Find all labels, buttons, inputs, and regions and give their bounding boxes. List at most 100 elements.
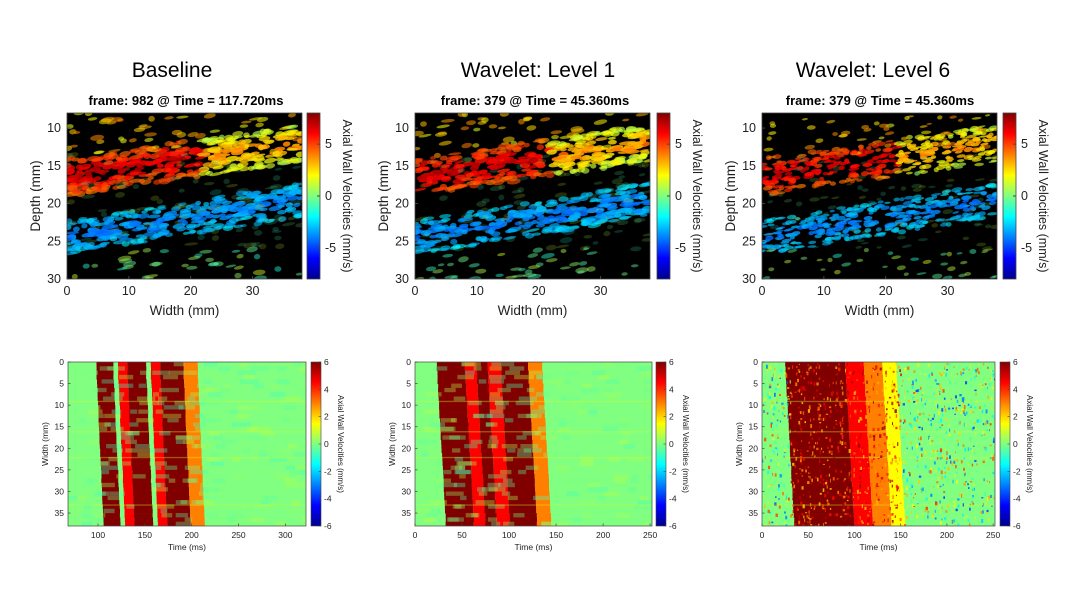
speckle [843,497,845,500]
background-variation [530,409,545,415]
background-variation [559,422,567,428]
speckle [902,469,905,473]
speckle [794,391,797,393]
speckle [904,396,905,400]
speckle [865,502,868,504]
band-segment [152,400,162,406]
speckle [827,363,829,367]
band-segment [162,422,186,428]
speckle [944,408,947,412]
speckle [984,492,986,496]
x-axis-label: Time (ms) [860,542,898,552]
speckle [868,453,871,457]
band-segment [786,379,847,384]
speckle [773,451,776,455]
speckle [790,416,792,420]
background-variation [178,405,195,410]
band-segment [97,379,114,384]
background-variation [288,469,306,475]
background-variation [489,396,503,402]
band-segment [124,508,134,514]
background-variation [522,431,540,436]
band-segment [488,387,503,393]
speckle [847,390,849,393]
speckle [823,483,825,486]
speckle [991,505,993,507]
speckle [819,481,822,484]
speckle [774,445,776,447]
speckle [778,484,780,488]
speckle [819,376,821,379]
speckle [882,421,884,424]
background-variation [283,478,297,484]
speckle [796,508,799,511]
speckle [852,515,854,518]
speckle [917,415,919,420]
speckle [957,443,959,447]
band-segment [478,409,491,415]
speckle [992,386,995,388]
speckle [927,418,929,421]
speckle [785,373,788,378]
background-variation [81,521,92,526]
speckle [963,524,966,526]
y-tick-label: 10 [55,400,65,410]
speckle [857,478,859,481]
speckle [817,481,821,485]
speckle [985,409,988,414]
band-segment [482,469,494,475]
band-segment [165,487,190,492]
speckle [895,400,896,402]
band-segment [883,392,898,397]
speckle [803,416,806,419]
speckle [819,459,821,463]
band-segment [124,504,134,510]
speckle [792,504,795,507]
background-variation [117,461,131,466]
speckle [969,364,971,368]
speckle [844,442,847,445]
band-segment [496,521,510,526]
speckle [867,486,869,490]
speckle [937,391,940,394]
speckle [776,397,778,402]
speckle [915,402,918,405]
band-segment [491,426,505,432]
band-segment [160,383,185,389]
speckle [800,452,802,455]
band-segment [889,491,904,497]
speckle [887,514,890,517]
band-segment [440,435,469,441]
band-segment [890,508,905,514]
background-variation [285,465,296,471]
band-segment [131,448,150,453]
colorbar-tick-label: 6 [669,357,674,367]
background-variation [420,491,428,497]
band-segment [887,452,902,458]
speckle [953,460,956,464]
background-variation [210,508,217,514]
band-segment [491,435,505,441]
speckle [815,442,817,444]
background-variation [111,409,122,415]
band-segment [190,508,205,514]
band-segment [872,517,892,523]
background-variation [202,495,217,501]
speckle [796,466,798,469]
speckle [800,522,802,526]
speckle [970,384,972,388]
speckle [955,508,958,512]
background-variation [536,392,550,397]
speckle [859,516,861,520]
speckle [829,406,832,408]
band-segment [791,469,852,475]
speckle [830,451,833,453]
background-variation [206,513,219,518]
speckle [784,511,786,514]
speckle [974,516,976,520]
speckle [883,426,886,430]
speckle [988,495,990,499]
background-variation [645,387,652,393]
speckle [775,362,777,365]
speckle [964,414,967,416]
